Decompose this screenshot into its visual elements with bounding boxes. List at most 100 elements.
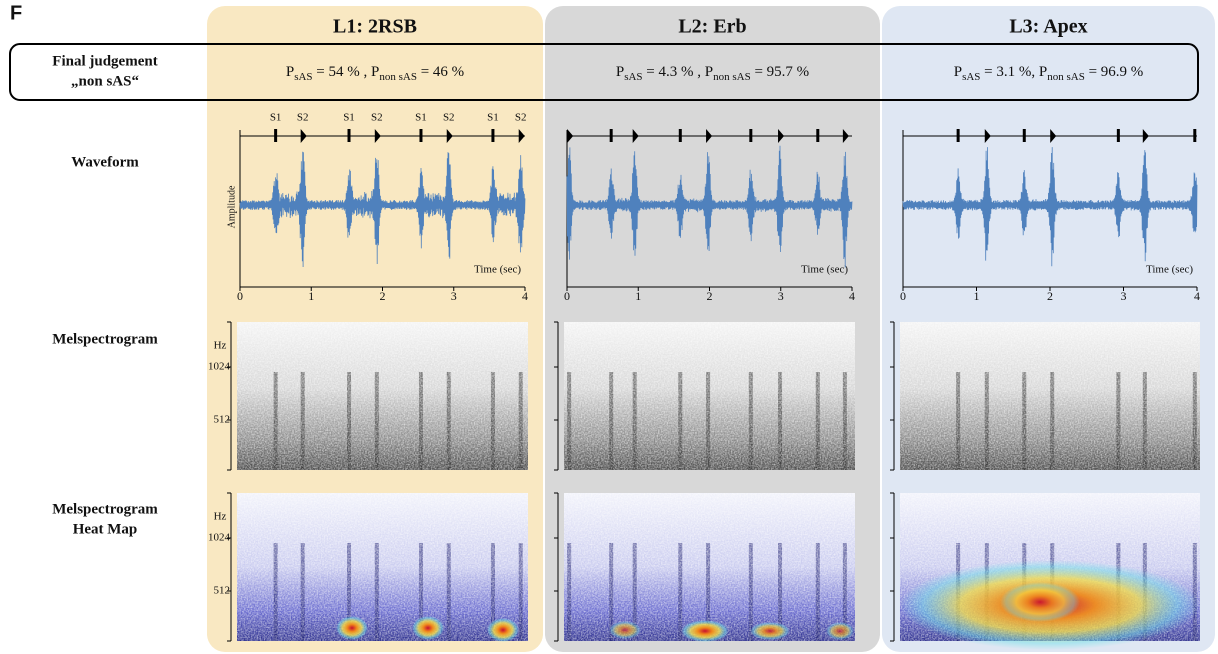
- x-tick-label: 2: [380, 289, 386, 303]
- probability-part: =: [751, 64, 767, 80]
- x-tick-label: 4: [1194, 289, 1200, 303]
- x-tick-label: 2: [707, 289, 713, 303]
- s2-marker: [518, 129, 525, 143]
- y-tick-label: 512: [214, 414, 231, 426]
- heat-blob: [336, 616, 368, 640]
- s1-marker: [274, 129, 278, 142]
- location-column: L2: Erb PsAS = 4.3 % , Pnon sAS = 95.7 % T…: [554, 16, 855, 642]
- s2-marker: [632, 129, 639, 143]
- heat-blob: [826, 622, 854, 640]
- s1-marker: [609, 129, 613, 142]
- judgement-box: [9, 43, 1199, 101]
- row-label: Melspectrogram: [52, 501, 158, 517]
- probability-part: sAS: [294, 71, 312, 83]
- s1-marker: [678, 129, 682, 142]
- s2-marker: [984, 129, 991, 143]
- location-title: L2: Erb: [678, 16, 746, 38]
- s1-marker: [347, 129, 351, 142]
- waveform: [902, 147, 1198, 267]
- probability-part: non sAS: [1047, 71, 1085, 83]
- location-title: L3: Apex: [1009, 16, 1087, 38]
- axis-label: Hz: [214, 340, 227, 352]
- row-label: Final judgement: [52, 53, 157, 69]
- x-tick-label: 1: [635, 289, 641, 303]
- row-label: Melspectrogram: [52, 331, 158, 347]
- probability-part: sAS: [624, 71, 642, 83]
- probability-part: 96.9 %: [1101, 64, 1144, 80]
- probability-part: P: [954, 64, 962, 80]
- probability-part: non sAS: [379, 71, 417, 83]
- x-tick-label: 1: [308, 289, 314, 303]
- axis-label: Time (sec): [474, 264, 521, 276]
- y-tick-label: 512: [214, 585, 231, 597]
- s2-marker: [446, 129, 453, 143]
- s1-marker: [419, 129, 423, 142]
- x-tick-label: 4: [522, 289, 528, 303]
- spec-texture: [237, 322, 528, 470]
- s1-marker: [749, 129, 753, 142]
- s2-marker: [706, 129, 713, 143]
- probability-part: P: [286, 64, 294, 80]
- axis-label: Time (sec): [1146, 264, 1193, 276]
- panel-label: F: [10, 2, 22, 24]
- s2-marker: [374, 129, 381, 143]
- s1-marker: [816, 129, 820, 142]
- s1-marker: [1193, 129, 1197, 142]
- probability-part: sAS: [962, 71, 980, 83]
- spec-texture: [900, 322, 1200, 470]
- marker-label: S1: [487, 112, 499, 124]
- location-column: L3: Apex PsAS = 3.1 %, Pnon sAS = 96.9 % T…: [890, 16, 1200, 650]
- location-title: L1: 2RSB: [333, 16, 417, 38]
- s1-marker: [1022, 129, 1026, 142]
- s2-marker: [567, 129, 574, 143]
- s2-marker: [1050, 129, 1057, 143]
- probability-part: P: [371, 64, 379, 80]
- s2-marker: [1142, 129, 1149, 143]
- probability: PsAS = 4.3 % , Pnon sAS = 95.7 %: [616, 64, 809, 82]
- probability: PsAS = 54 % , Pnon sAS = 46 %: [286, 64, 464, 82]
- probability-part: ,: [360, 64, 371, 80]
- columns: L1: 2RSB PsAS = 54 % , Pnon sAS = 46 % Amp…: [208, 16, 1200, 650]
- s1-marker: [956, 129, 960, 142]
- row-label: Heat Map: [73, 521, 138, 537]
- probability-part: ,: [694, 64, 705, 80]
- s2-marker: [778, 129, 785, 143]
- y-tick-label: 1024: [208, 532, 231, 544]
- probability-part: =: [980, 64, 996, 80]
- probability-part: non sAS: [713, 71, 751, 83]
- probability-part: P: [1039, 64, 1047, 80]
- heat-blob: [487, 618, 519, 642]
- s2-marker: [842, 129, 849, 143]
- x-tick-label: 0: [564, 289, 570, 303]
- probability-part: 54 %: [329, 64, 360, 80]
- marker-label: S2: [371, 112, 383, 124]
- axis-label: Time (sec): [801, 264, 848, 276]
- heat-blob: [681, 620, 729, 642]
- probability-part: ,: [1031, 64, 1039, 80]
- probability-part: P: [616, 64, 624, 80]
- heat-blob: [750, 622, 790, 640]
- heat-blob: [412, 616, 444, 640]
- s1-marker: [491, 129, 495, 142]
- probability-part: =: [417, 64, 433, 80]
- spec-texture: [237, 493, 528, 641]
- x-tick-label: 3: [1121, 289, 1127, 303]
- marker-label: S2: [443, 112, 455, 124]
- column-backgrounds: [207, 6, 1215, 652]
- marker-label: S1: [415, 112, 427, 124]
- probability-part: =: [1085, 64, 1101, 80]
- waveform: [566, 145, 853, 268]
- probability: PsAS = 3.1 %, Pnon sAS = 96.9 %: [954, 64, 1144, 82]
- heat-blob: [609, 621, 641, 639]
- probability-part: =: [643, 64, 659, 80]
- x-tick-label: 3: [778, 289, 784, 303]
- marker-label: S1: [343, 112, 355, 124]
- marker-label: S2: [297, 112, 309, 124]
- x-tick-label: 4: [849, 289, 855, 303]
- waveform: [239, 151, 526, 268]
- row-label: Waveform: [71, 154, 139, 170]
- probability-part: 95.7 %: [767, 64, 810, 80]
- marker-label: S2: [515, 112, 527, 124]
- x-tick-label: 0: [237, 289, 243, 303]
